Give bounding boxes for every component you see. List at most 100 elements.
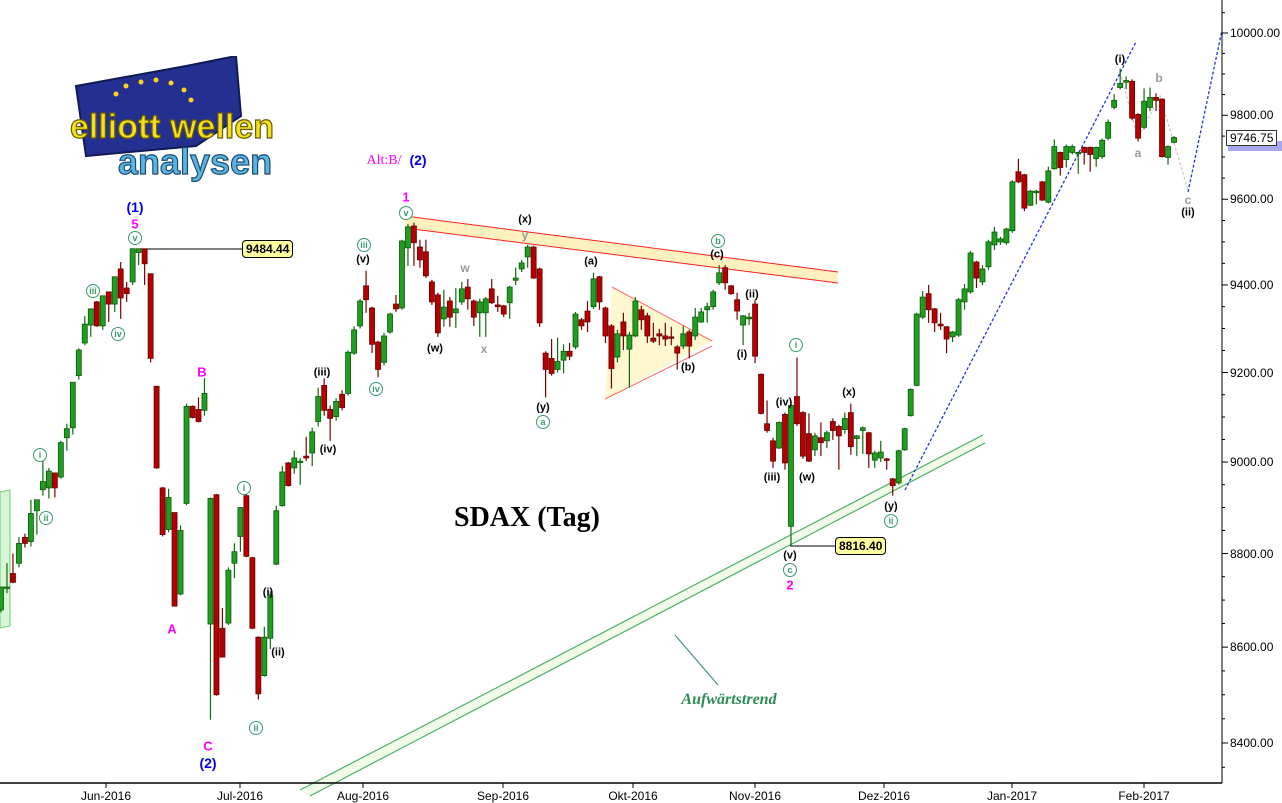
candle-body-down (764, 423, 770, 431)
candle-body-up (524, 246, 531, 258)
candle-body-up (871, 452, 878, 461)
candle (883, 457, 890, 470)
candle (165, 488, 172, 533)
candle (39, 460, 46, 496)
x-tick-label: Feb-2017 (1118, 789, 1170, 803)
candle (321, 378, 328, 416)
wave-label: x (480, 342, 488, 356)
candle (309, 427, 316, 467)
candle-body-up (1063, 146, 1070, 160)
candle-body-up (1069, 146, 1076, 153)
wave-label: (iv) (775, 396, 793, 409)
candle-body-down (1153, 97, 1159, 101)
wave-label: b (1155, 71, 1163, 85)
candle (1051, 139, 1058, 170)
candle-body-up (740, 315, 747, 326)
candle (1057, 151, 1064, 176)
candle-body-down (494, 304, 501, 308)
candle-body-down (931, 308, 938, 324)
alt-label: Alt:B/ (366, 153, 402, 168)
candle (758, 373, 764, 415)
candle-body-up (81, 323, 88, 344)
candle-body-up (207, 497, 214, 625)
uptrend-label: Aufwärtstrend (681, 691, 777, 708)
candle (1033, 189, 1040, 205)
candle (560, 344, 567, 374)
candle-body-up (1093, 146, 1100, 160)
candle (650, 322, 657, 343)
candle-body-up (716, 272, 723, 284)
candle-body-up (1099, 139, 1106, 158)
x-tick-label: Jan-2017 (986, 789, 1038, 803)
candle-body-up (231, 551, 238, 564)
candle (1075, 151, 1082, 174)
candle-body-down (794, 396, 800, 425)
candle-body-up (1051, 146, 1058, 170)
candle-body-down (434, 294, 441, 334)
candle-body-up (1105, 121, 1112, 139)
wave-label: (w) (427, 342, 443, 355)
candles-group (0, 68, 1177, 720)
candle (925, 284, 932, 323)
candle-body-down (770, 440, 776, 462)
candle (333, 398, 340, 421)
candle (183, 403, 190, 506)
wave-label: v (399, 206, 413, 220)
candle (0, 586, 4, 613)
candle (1081, 146, 1088, 165)
x-tick-label: Sep-2016 (476, 789, 530, 803)
candle (536, 267, 543, 327)
candle-body-up (69, 381, 76, 429)
candle-body-up (177, 530, 184, 595)
projection-line-1 (904, 41, 1137, 491)
candle-body-down (423, 251, 429, 277)
candle-body-down (105, 291, 112, 305)
x-tick-label: Jun-2016 (80, 789, 132, 803)
candle (692, 307, 699, 340)
candle (859, 426, 866, 454)
candle (596, 275, 603, 310)
candle-body-down (542, 352, 549, 370)
candle-body-up (506, 286, 513, 304)
candle (345, 350, 352, 396)
wave-label: 5 (131, 216, 139, 232)
candle-body-up (309, 431, 316, 454)
price-label-high: 9484.44 (242, 240, 294, 258)
candle-body-up (955, 299, 962, 336)
candle (680, 325, 687, 350)
candle-body-up (967, 252, 974, 293)
candle (584, 301, 591, 333)
candle-body-up (979, 268, 986, 283)
triangle-lower-line (604, 345, 713, 400)
candle-body-down (1081, 146, 1088, 153)
candle (279, 466, 286, 507)
wave-label: (w) (799, 471, 815, 484)
candle (620, 312, 627, 351)
wave-label: (x) (842, 386, 856, 399)
candle-body-up (692, 316, 699, 337)
candle (1135, 113, 1141, 142)
candle (632, 297, 639, 338)
candle (225, 567, 232, 625)
last-price-label: 9746.75 (1226, 130, 1278, 146)
wave-label: ii (39, 511, 53, 525)
candle-body-up (476, 301, 483, 314)
wave-label: i (237, 481, 251, 495)
wave-label: 2 (786, 577, 794, 593)
candle-body-down (734, 299, 741, 312)
candle (135, 248, 142, 266)
wave-label: iv (369, 382, 383, 396)
candle-body-up (333, 401, 340, 417)
candle-body-down (189, 405, 196, 418)
wave-label: iii (86, 284, 100, 298)
candle-body-up (632, 300, 639, 337)
candle (1021, 173, 1028, 212)
candle-body-up (201, 392, 208, 411)
candle-body-up (746, 316, 752, 320)
candle (494, 295, 501, 312)
y-tick-label: 9400.00 (1230, 277, 1274, 292)
candle-body-down (195, 409, 202, 422)
candle (943, 325, 950, 354)
candle-body-down (1015, 171, 1022, 183)
wave-label: ii (249, 721, 263, 735)
